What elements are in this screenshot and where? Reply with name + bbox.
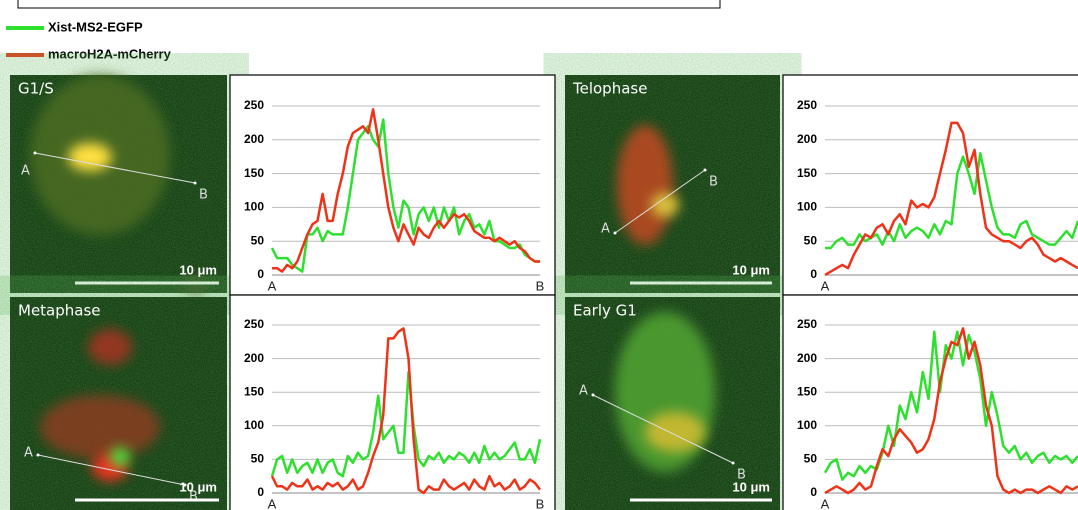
point-b-label: B (737, 468, 746, 483)
micrograph: G1/S A B 10 μm (10, 75, 227, 295)
x-tick-label: A (268, 278, 277, 293)
x-tick-label: A (268, 496, 277, 510)
y-tick-label: 0 (810, 267, 817, 281)
profile-line (614, 169, 706, 234)
profile-end (193, 181, 197, 185)
profile-end (33, 151, 37, 155)
x-tick-label: B (536, 278, 545, 293)
x-tick-label: A (821, 278, 830, 293)
y-tick-label: 200 (244, 132, 264, 146)
y-tick-label: 150 (797, 166, 817, 180)
panel-label: Telophase (572, 80, 647, 98)
series-line (825, 152, 1078, 250)
panel-label: Early G1 (573, 302, 637, 320)
y-tick-label: 150 (244, 166, 264, 180)
cell-signal (183, 275, 207, 295)
point-a-label: A (601, 222, 610, 237)
top-frame (17, 0, 721, 9)
y-tick-label: 200 (244, 351, 264, 365)
y-tick-label: 200 (797, 132, 817, 146)
legend-label: macroH2A-mCherry (48, 46, 172, 61)
y-tick-label: 0 (257, 267, 264, 281)
chart-frame (782, 294, 1078, 510)
scale-label: 10 μm (179, 262, 217, 277)
panel-label: Metaphase (18, 302, 101, 320)
point-a-label: A (21, 164, 30, 179)
series-line (824, 327, 1078, 495)
point-b-label: B (709, 175, 718, 190)
x-tick-label: B (536, 496, 545, 510)
cell-signal (110, 447, 130, 467)
profile-end (36, 453, 40, 457)
point-a-label: A (579, 384, 588, 399)
chart-frame (229, 294, 556, 510)
panel-label: G1/S (18, 80, 54, 98)
scale-label: 10 μm (732, 479, 770, 494)
profile-end (613, 231, 617, 235)
series-line (824, 121, 1078, 277)
y-tick-label: 100 (797, 200, 817, 214)
profile-end (183, 483, 187, 487)
y-tick-label: 100 (797, 418, 817, 432)
profile-line (34, 152, 196, 184)
series-line (823, 330, 1078, 481)
y-tick-label: 50 (804, 452, 818, 466)
legend-label: Xist-MS2-EGFP (48, 19, 143, 34)
y-tick-label: 100 (244, 418, 264, 432)
cell-signal (645, 412, 705, 452)
y-tick-label: 150 (797, 384, 817, 398)
cell-signal (617, 125, 673, 245)
cell-signal (40, 395, 160, 459)
point-b-label: B (189, 490, 198, 505)
cell-signal (651, 193, 679, 217)
y-tick-label: 0 (257, 485, 264, 499)
scale-label: 10 μm (732, 262, 770, 277)
chart-frame (782, 74, 1078, 296)
y-tick-label: 50 (251, 233, 265, 247)
cell-signal (88, 329, 132, 365)
y-tick-label: 50 (251, 452, 265, 466)
y-tick-label: 0 (810, 485, 817, 499)
chart-frame (229, 74, 556, 296)
y-tick-label: 200 (797, 351, 817, 365)
x-tick-label: A (821, 496, 830, 510)
y-tick-label: 250 (797, 98, 817, 112)
y-tick-label: 250 (244, 98, 264, 112)
profile-end (591, 393, 595, 397)
scale-label: 10 μm (179, 479, 217, 494)
point-b-label: B (199, 188, 208, 203)
series-line (272, 108, 540, 273)
profile-line (592, 394, 734, 464)
micrograph: Metaphase A B10 μm (10, 297, 227, 510)
y-tick-label: 250 (797, 317, 817, 331)
cell-signal (68, 143, 112, 171)
series-line (270, 327, 541, 495)
y-tick-label: 150 (244, 384, 264, 398)
micrograph: Early G1 A B10 μm (565, 297, 780, 510)
y-tick-label: 250 (244, 317, 264, 331)
point-a-label: A (24, 446, 33, 461)
micrograph: Telophase A B 10 μm (565, 75, 780, 293)
profile-end (731, 461, 735, 465)
y-tick-label: 50 (804, 233, 818, 247)
series-line (270, 370, 542, 478)
y-tick-label: 100 (244, 200, 264, 214)
profile-line (37, 454, 186, 486)
profile-end (703, 168, 707, 172)
